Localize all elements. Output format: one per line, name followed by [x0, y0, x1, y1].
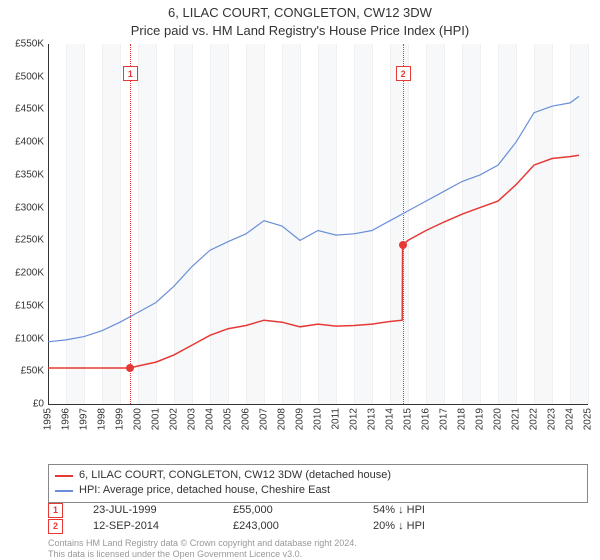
line-chart: 1995199619971998199920002001200220032004…	[48, 44, 588, 404]
marker-price: £55,000	[233, 504, 343, 516]
footnote-line: Contains HM Land Registry data © Crown c…	[48, 538, 357, 549]
x-tick-label: 1996	[61, 408, 72, 430]
x-tick-label: 2010	[313, 408, 324, 430]
y-tick-label: £50K	[21, 366, 44, 377]
x-tick-label: 2004	[205, 408, 216, 430]
x-tick-label: 2017	[439, 408, 450, 430]
x-tick-label: 2006	[241, 408, 252, 430]
marker-badge: 2	[48, 519, 63, 534]
marker-badge: 1	[48, 503, 63, 518]
x-tick-label: 2015	[403, 408, 414, 430]
x-tick-label: 2023	[547, 408, 558, 430]
title-line-1: 6, LILAC COURT, CONGLETON, CW12 3DW	[0, 4, 600, 22]
y-tick-label: £350K	[15, 169, 44, 180]
y-tick-label: £450K	[15, 104, 44, 115]
marker-delta: 20% ↓ HPI	[373, 520, 483, 532]
x-tick-label: 2021	[511, 408, 522, 430]
marker-row: 2 12-SEP-2014 £243,000 20% ↓ HPI	[48, 518, 483, 534]
x-tick-label: 2003	[187, 408, 198, 430]
x-tick-label: 2019	[475, 408, 486, 430]
x-tick-label: 2012	[349, 408, 360, 430]
x-tick-label: 2016	[421, 408, 432, 430]
legend-item: HPI: Average price, detached house, Ches…	[55, 483, 581, 498]
series-price_paid	[48, 155, 579, 368]
legend: 6, LILAC COURT, CONGLETON, CW12 3DW (det…	[48, 464, 588, 503]
y-tick-label: £100K	[15, 333, 44, 344]
x-tick-label: 2025	[583, 408, 594, 430]
x-tick-label: 2011	[331, 408, 342, 430]
y-tick-label: £150K	[15, 300, 44, 311]
series-hpi	[48, 96, 579, 341]
x-tick-label: 1998	[97, 408, 108, 430]
x-tick-label: 2008	[277, 408, 288, 430]
x-tick-label: 2014	[385, 408, 396, 430]
x-tick-label: 2022	[529, 408, 540, 430]
legend-swatch	[55, 490, 73, 492]
x-tick-label: 1999	[115, 408, 126, 430]
x-tick-label: 2013	[367, 408, 378, 430]
x-tick-label: 2018	[457, 408, 468, 430]
y-tick-label: £500K	[15, 71, 44, 82]
title-line-2: Price paid vs. HM Land Registry's House …	[0, 22, 600, 40]
x-tick-label: 2002	[169, 408, 180, 430]
legend-swatch	[55, 475, 73, 477]
legend-label: HPI: Average price, detached house, Ches…	[79, 483, 330, 498]
x-tick-label: 2020	[493, 408, 504, 430]
x-tick-label: 1997	[79, 408, 90, 430]
x-tick-label: 2007	[259, 408, 270, 430]
marker-date: 12-SEP-2014	[93, 520, 203, 532]
footnote: Contains HM Land Registry data © Crown c…	[48, 538, 357, 560]
x-tick-label: 2024	[565, 408, 576, 430]
y-tick-label: £300K	[15, 202, 44, 213]
marker-price: £243,000	[233, 520, 343, 532]
x-tick-label: 2001	[151, 408, 162, 430]
y-tick-label: £200K	[15, 268, 44, 279]
x-tick-label: 1995	[43, 408, 54, 430]
marker-table: 1 23-JUL-1999 £55,000 54% ↓ HPI 2 12-SEP…	[48, 502, 483, 534]
x-tick-label: 2000	[133, 408, 144, 430]
x-tick-label: 2005	[223, 408, 234, 430]
marker-delta: 54% ↓ HPI	[373, 504, 483, 516]
y-tick-label: £0	[33, 399, 44, 410]
x-tick-label: 2009	[295, 408, 306, 430]
y-tick-label: £400K	[15, 137, 44, 148]
y-tick-label: £550K	[15, 39, 44, 50]
marker-row: 1 23-JUL-1999 £55,000 54% ↓ HPI	[48, 502, 483, 518]
legend-item: 6, LILAC COURT, CONGLETON, CW12 3DW (det…	[55, 468, 581, 483]
footnote-line: This data is licensed under the Open Gov…	[48, 549, 357, 560]
marker-date: 23-JUL-1999	[93, 504, 203, 516]
legend-label: 6, LILAC COURT, CONGLETON, CW12 3DW (det…	[79, 468, 391, 483]
chart-title-block: 6, LILAC COURT, CONGLETON, CW12 3DW Pric…	[0, 0, 600, 40]
y-tick-label: £250K	[15, 235, 44, 246]
